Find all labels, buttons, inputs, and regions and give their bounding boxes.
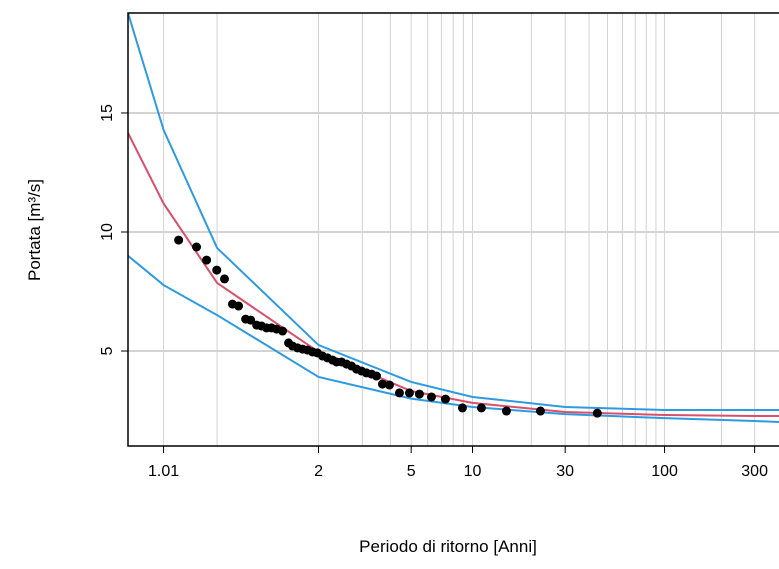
x-tick-label: 100: [651, 463, 678, 480]
data-point: [384, 380, 394, 390]
data-point: [404, 388, 414, 398]
x-tick-label: 10: [464, 463, 482, 480]
data-point: [440, 394, 450, 404]
x-tick-label: 5: [407, 463, 416, 480]
data-point: [535, 406, 545, 416]
data-point: [394, 388, 404, 398]
data-point: [246, 315, 256, 325]
x-tick-label: 2: [314, 463, 323, 480]
x-axis-label: Periodo di ritorno [Anni]: [359, 537, 537, 556]
data-point: [377, 379, 387, 389]
x-tick-label: 300: [741, 463, 768, 480]
data-point: [592, 408, 602, 418]
y-tick-label: 10: [99, 223, 116, 241]
data-point: [476, 403, 486, 413]
grid: [128, 13, 779, 446]
y-tick-label: 5: [99, 346, 116, 355]
data-point: [414, 389, 424, 399]
data-point: [278, 326, 288, 336]
curve: [128, 255, 779, 423]
data-point: [234, 301, 244, 311]
data-point: [174, 235, 184, 245]
plot-area: [128, 13, 779, 423]
axes: 1.01 2 5 10 30 100 300 5 10 15: [99, 12, 779, 480]
x-tick-label: 1.01: [148, 463, 179, 480]
data-point: [426, 392, 436, 402]
axis-frame: [127, 12, 779, 447]
data-point: [219, 274, 229, 284]
data-point: [202, 255, 212, 265]
data-point: [192, 242, 202, 252]
x-tick-label: 30: [556, 463, 574, 480]
y-axis-label: Portata [m³/s]: [25, 179, 44, 281]
data-point: [457, 403, 467, 413]
curve: [128, 13, 779, 412]
data-point: [501, 406, 511, 416]
y-tick-label: 15: [99, 104, 116, 122]
data-point: [212, 265, 222, 275]
data-point: [371, 371, 381, 381]
